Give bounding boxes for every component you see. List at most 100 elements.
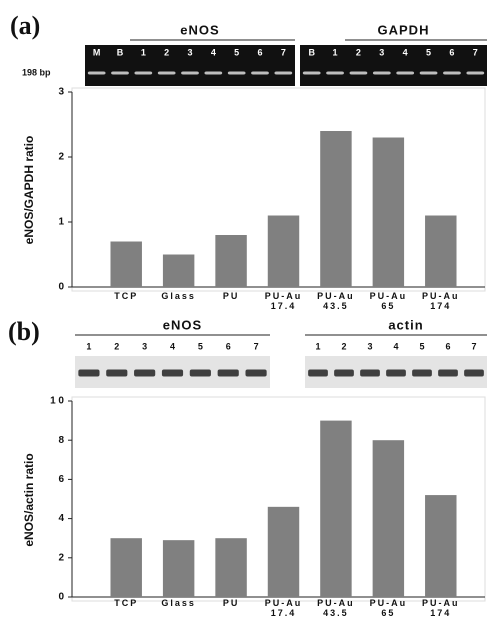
gel-band (134, 72, 152, 75)
x-tick-line: 174 (430, 608, 451, 618)
x-tick-line: PU-Au (422, 291, 460, 301)
gel-band (162, 370, 183, 377)
x-tick-label: PU (223, 598, 240, 608)
y-axis-label: eNOS/GAPDH ratio (22, 136, 36, 245)
x-tick-line: PU-Au (370, 598, 408, 608)
lane-label: 2 (341, 341, 346, 351)
bar (110, 242, 141, 288)
gel-band (303, 72, 321, 75)
lane-label: B (308, 47, 315, 57)
gel-band (158, 72, 176, 75)
gel-band (412, 370, 432, 377)
lane-label: 2 (164, 47, 169, 57)
blot-title: eNOS (163, 317, 202, 332)
gel-band (396, 72, 414, 75)
y-tick-label: 2 (58, 552, 64, 563)
gel-band (78, 370, 99, 377)
gel-band (373, 72, 391, 75)
bar (215, 235, 246, 287)
x-tick-line: PU-Au (370, 291, 408, 301)
lane-label: 2 (114, 341, 119, 351)
lane-label: 7 (471, 341, 476, 351)
x-tick-line: Glass (161, 291, 196, 301)
gel-band (88, 72, 106, 75)
gel-band (443, 72, 461, 75)
lane-label: 6 (257, 47, 262, 57)
blot-title: actin (388, 317, 423, 332)
x-tick-line: PU-Au (317, 598, 355, 608)
y-tick-label: 0 (58, 282, 64, 293)
lane-label: 6 (226, 341, 231, 351)
bar (268, 507, 299, 597)
gel (300, 45, 487, 86)
x-tick-line: PU-Au (265, 291, 303, 301)
x-tick-line: TCP (114, 291, 138, 301)
lane-label: 7 (254, 341, 259, 351)
lane-label: 7 (473, 47, 478, 57)
x-tick-line: 43.5 (323, 301, 349, 311)
bar (163, 540, 194, 597)
gel-band (274, 72, 292, 75)
lane-label: 1 (315, 341, 320, 351)
bar (320, 421, 351, 597)
lane-label: 3 (142, 341, 147, 351)
x-tick-line: 17.4 (271, 301, 297, 311)
gel-band (111, 72, 129, 75)
x-tick-line: PU (223, 291, 240, 301)
gel-band (386, 370, 406, 377)
lane-label: 3 (187, 47, 192, 57)
lane-label: 1 (86, 341, 91, 351)
bar (373, 440, 404, 597)
gel-band (181, 72, 199, 75)
lane-label: 4 (170, 341, 175, 351)
bar (268, 216, 299, 288)
gel-band (350, 72, 368, 75)
gel-band (360, 370, 380, 377)
x-tick-line: 65 (381, 301, 395, 311)
y-tick-label: 0 (58, 592, 64, 603)
lane-label: 2 (356, 47, 361, 57)
lane-label: 5 (198, 341, 203, 351)
x-tick-label: PU-Au43.5 (317, 291, 355, 311)
x-tick-line: Glass (161, 598, 196, 608)
x-tick-line: 43.5 (323, 608, 349, 618)
panel-label: (b) (8, 317, 40, 346)
y-tick-label: 8 (58, 435, 64, 446)
lane-label: 1 (333, 47, 338, 57)
x-tick-label: TCP (114, 291, 138, 301)
bar (110, 538, 141, 597)
y-tick-label: 6 (58, 474, 64, 485)
gel-band (106, 370, 127, 377)
gel-band (190, 370, 211, 377)
blot-title: eNOS (180, 22, 219, 37)
x-tick-line: PU-Au (265, 598, 303, 608)
gel-band (438, 370, 458, 377)
size-marker: 198 bp (22, 67, 51, 77)
figure: (a) (b) 198 bp eNOSMB1234567GAPDHB123456… (0, 0, 487, 618)
gel-band (228, 72, 246, 75)
gel-band (218, 370, 239, 377)
gel-band (334, 370, 354, 377)
lane-label: 6 (445, 341, 450, 351)
x-tick-label: PU (223, 291, 240, 301)
gel-band (308, 370, 328, 377)
gel-band (245, 370, 266, 377)
x-tick-line: 17.4 (271, 608, 297, 618)
y-tick-label: 1 (58, 217, 64, 228)
lane-label: 4 (211, 47, 216, 57)
x-tick-line: PU (223, 598, 240, 608)
gel-band (204, 72, 222, 75)
lane-label: 5 (426, 47, 431, 57)
y-axis-label: eNOS/actin ratio (22, 453, 36, 546)
y-tick-label: 4 (58, 513, 64, 524)
lane-label: 5 (234, 47, 239, 57)
x-tick-label: Glass (161, 291, 196, 301)
panel-label: (a) (10, 11, 40, 40)
lane-label: 4 (393, 341, 398, 351)
lane-label: 6 (449, 47, 454, 57)
bar (425, 495, 456, 597)
